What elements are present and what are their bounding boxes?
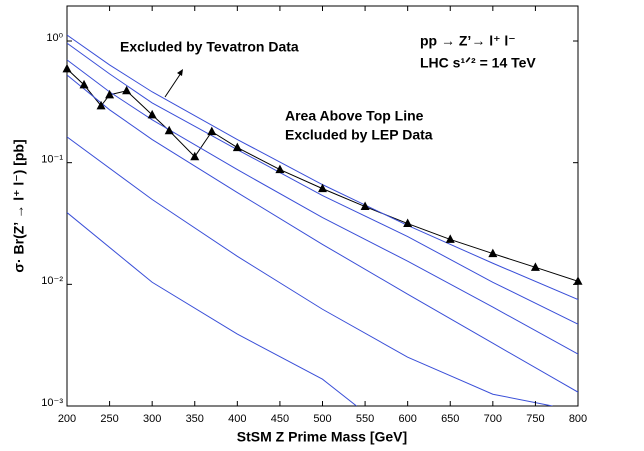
x-tick-label: 550 [356, 413, 374, 425]
series-line [67, 34, 578, 300]
x-tick-label: 300 [143, 413, 161, 425]
marker [275, 164, 285, 174]
y-tick-label: 10⁻² [41, 275, 63, 287]
annotation: LHC s¹ᐟ² = 14 TeV [420, 55, 536, 71]
marker [488, 248, 498, 258]
x-tick-label: 600 [398, 413, 416, 425]
marker [318, 183, 327, 193]
x-tick-label: 500 [313, 413, 331, 425]
marker [147, 109, 157, 119]
arrow [164, 72, 182, 98]
annotation: Excluded by LEP Data [285, 127, 433, 143]
plot-lines [67, 34, 578, 406]
x-tick-label: 200 [58, 413, 76, 425]
marker [232, 142, 242, 152]
marker [530, 262, 540, 271]
marker [122, 85, 132, 95]
series-line [67, 212, 357, 406]
marker [190, 151, 200, 161]
annotation: Excluded by Tevatron Data [120, 39, 299, 55]
annotation: pp → Z’→ l⁺ l⁻ [420, 33, 516, 49]
y-axis-label: σ· Br(Z’ → l⁺ l⁻) [pb] [11, 139, 27, 272]
series-line [67, 59, 578, 355]
marker [105, 89, 115, 99]
marker [360, 201, 370, 211]
x-tick-label: 800 [569, 413, 587, 425]
marker [445, 234, 455, 243]
marker [207, 126, 217, 136]
x-tick-label: 250 [100, 413, 118, 425]
y-tick-label: 10⁻³ [41, 397, 63, 409]
y-tick-label: 10⁰ [46, 32, 63, 44]
annotation: Area Above Top Line [285, 108, 424, 124]
marker [164, 125, 174, 135]
marker [62, 63, 72, 73]
series-line [67, 74, 578, 393]
x-tick-label: 650 [441, 413, 459, 425]
marker [403, 218, 413, 228]
x-tick-label: 700 [484, 413, 502, 425]
marker [79, 79, 89, 89]
marker [96, 100, 106, 110]
arrow-head [177, 69, 183, 76]
series-line [67, 136, 553, 406]
marker [573, 276, 583, 285]
x-tick-label: 450 [271, 413, 289, 425]
x-axis-label: StSM Z Prime Mass [GeV] [237, 429, 407, 445]
x-tick-label: 750 [526, 413, 544, 425]
x-tick-label: 400 [228, 413, 246, 425]
x-tick-label: 350 [186, 413, 204, 425]
series-line [67, 68, 578, 282]
y-tick-label: 10⁻¹ [41, 154, 63, 166]
